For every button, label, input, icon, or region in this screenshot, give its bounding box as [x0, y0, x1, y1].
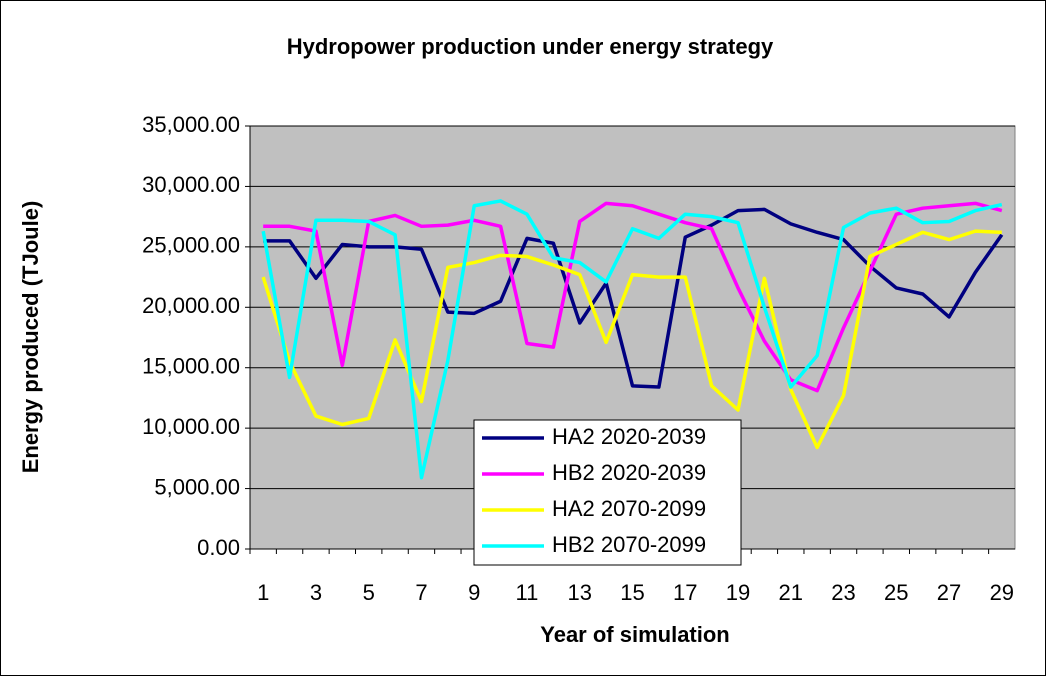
- x-tick-label: 23: [831, 580, 855, 605]
- chart-title: Hydropower production under energy strat…: [287, 34, 774, 59]
- x-tick-label: 5: [363, 580, 375, 605]
- y-tick-label: 15,000.00: [142, 354, 240, 379]
- legend: HA2 2020-2039 HB2 2020-2039 HA2 2070-2099 H…: [473, 419, 742, 566]
- y-tick-label: 30,000.00: [142, 172, 240, 197]
- x-axis-label: Year of simulation: [540, 622, 730, 647]
- legend-label: HA2 2070-2099: [552, 496, 706, 521]
- legend-box: [473, 419, 742, 566]
- x-tick-label: 27: [937, 580, 961, 605]
- x-tick-label: 9: [468, 580, 480, 605]
- series-line: [261, 229, 1002, 450]
- x-tick-label: 17: [673, 580, 697, 605]
- x-tick-label: 3: [310, 580, 322, 605]
- x-tick-label: 29: [990, 580, 1014, 605]
- y-tick-label: 20,000.00: [142, 293, 240, 318]
- series-line: [263, 207, 1004, 389]
- x-tick-label: 25: [884, 580, 908, 605]
- x-tick-label: 13: [567, 580, 591, 605]
- legend-label: HB2 2070-2099: [552, 532, 706, 557]
- x-tick-label: 11: [516, 580, 539, 605]
- legend-label: HB2 2020-2039: [552, 460, 706, 485]
- x-tick-label: 15: [620, 580, 644, 605]
- x-tick-label: 7: [415, 580, 427, 605]
- y-tick-label: 0.00: [197, 535, 240, 560]
- y-tick-label: 25,000.00: [142, 233, 240, 258]
- y-axis-label: Energy produced (TJoule): [18, 201, 43, 474]
- series-line: [261, 199, 1003, 480]
- y-tick-label: 5,000.00: [154, 474, 240, 499]
- y-tick-label: 35,000.00: [142, 112, 240, 137]
- x-tick-label: 19: [726, 580, 750, 605]
- y-tick-label: 10,000.00: [142, 414, 240, 439]
- x-tick-label: 1: [257, 580, 269, 605]
- x-tick-label: 21: [779, 580, 803, 605]
- legend-label: HA2 2020-2039: [552, 424, 706, 449]
